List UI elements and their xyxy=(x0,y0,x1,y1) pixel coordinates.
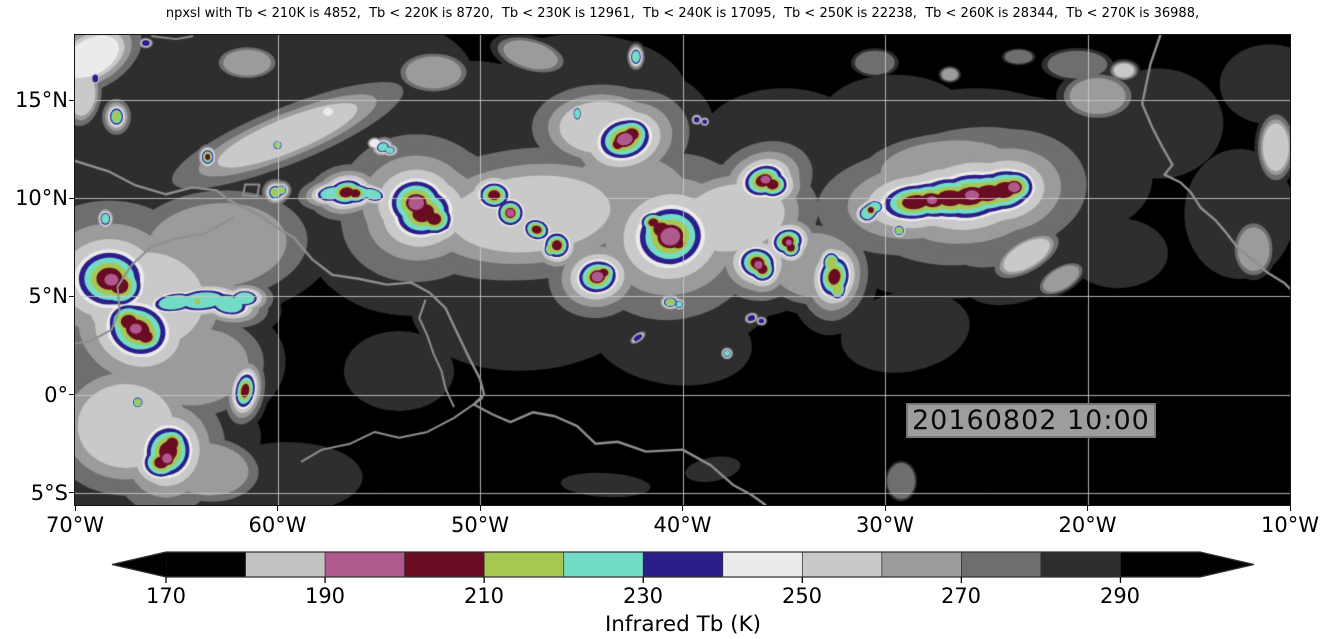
colorbar-segment xyxy=(245,551,326,578)
colorbar-tick-label: 270 xyxy=(941,584,981,608)
colorbar-under-arrow xyxy=(112,552,166,577)
x-tick-mark xyxy=(1087,506,1088,511)
x-tick-label: 70°W xyxy=(46,513,104,537)
x-tick-mark xyxy=(74,506,76,511)
colorbar-segment xyxy=(165,551,247,578)
colorbar-segments xyxy=(165,551,1201,578)
colorbar-segment xyxy=(722,551,804,578)
colorbar-segment xyxy=(483,551,565,578)
x-tick-mark xyxy=(1289,506,1291,511)
x-tick-label: 50°W xyxy=(451,513,509,537)
colorbar-segment xyxy=(801,551,883,578)
map-plot-area: 20160802 10:00 xyxy=(74,34,1291,506)
y-tick-label: 5°N xyxy=(28,284,68,309)
x-tick-mark xyxy=(479,506,481,511)
colorbar-segment xyxy=(1040,551,1122,578)
colorbar: 170 190 210 230 250 270 290 Infrared Tb … xyxy=(111,551,1255,637)
colorbar-segment xyxy=(404,551,486,578)
colorbar-segment xyxy=(961,551,1042,578)
colorbar-tick-label: 230 xyxy=(623,584,663,608)
y-tick-mark xyxy=(69,295,74,297)
x-tick-mark xyxy=(682,506,683,511)
y-tick-label: 15°N xyxy=(15,88,68,112)
colorbar-tick-label: 170 xyxy=(146,584,186,608)
y-tick-mark xyxy=(69,394,74,396)
y-tick-mark xyxy=(69,197,74,199)
x-tick-label: 60°W xyxy=(248,513,307,537)
colorbar-segment xyxy=(324,551,406,578)
x-tick-label: 30°W xyxy=(856,513,914,537)
y-tick-label: 0° xyxy=(44,382,68,407)
plot-title: npxsl with Tb < 210K is 4852, Tb < 220K … xyxy=(165,6,1200,21)
timestamp-badge: 20160802 10:00 xyxy=(906,403,1156,438)
y-tick-label: 5°S xyxy=(30,480,68,505)
colorbar-tick-label: 210 xyxy=(464,584,504,608)
x-tick-label: 20°W xyxy=(1058,513,1117,537)
x-tick-mark xyxy=(884,506,886,511)
x-tick-mark xyxy=(277,506,278,511)
colorbar-over-arrow xyxy=(1200,552,1254,577)
colorbar-segment xyxy=(1120,551,1201,578)
colorbar-axis-label: Infrared Tb (K) xyxy=(605,612,761,637)
colorbar-segment xyxy=(642,551,724,578)
colorbar-ticks xyxy=(165,577,1122,583)
x-tick-label: 10°W xyxy=(1261,513,1319,537)
colorbar-segment xyxy=(881,551,963,578)
colorbar-tick-label: 250 xyxy=(782,584,822,608)
y-tick-mark xyxy=(69,99,74,101)
colorbar-segment xyxy=(563,551,645,578)
colorbar-tick-label: 290 xyxy=(1100,584,1140,608)
y-tick-mark xyxy=(69,492,74,494)
colorbar-tick-label: 190 xyxy=(305,584,345,608)
y-tick-label: 10°N xyxy=(15,186,68,211)
x-tick-label: 40°W xyxy=(653,513,712,537)
